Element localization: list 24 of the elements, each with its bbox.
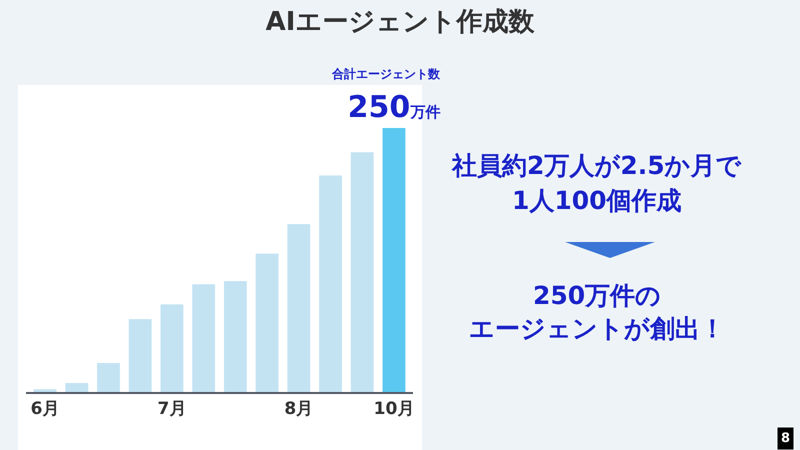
x-tick-label: 8月 [284,399,314,420]
bar [34,389,56,392]
bar [97,362,120,392]
bar [224,281,247,392]
text: エージェントが創出！ [469,314,725,343]
bar [382,128,406,392]
x-tick-label: 6月 [30,399,60,420]
text: 8 [781,431,790,446]
bar [65,383,88,392]
bar [256,254,278,392]
x-tick-label: 7月 [158,399,186,420]
text: 社員約2万人が2.5か月で [451,151,743,180]
chart-title: AIエージェント作成数 [266,7,536,38]
text: 合計エージェント数 [331,67,441,81]
data-label: 250万件 [348,90,440,125]
bar [287,224,310,392]
bar [160,304,184,392]
text: 250万件の [533,281,662,310]
text: 1人100個作成 [512,186,682,215]
x-tick-label: 10月 [374,399,414,420]
bar [128,319,152,392]
bar [192,284,216,392]
bar [350,152,374,392]
bar [319,176,342,392]
